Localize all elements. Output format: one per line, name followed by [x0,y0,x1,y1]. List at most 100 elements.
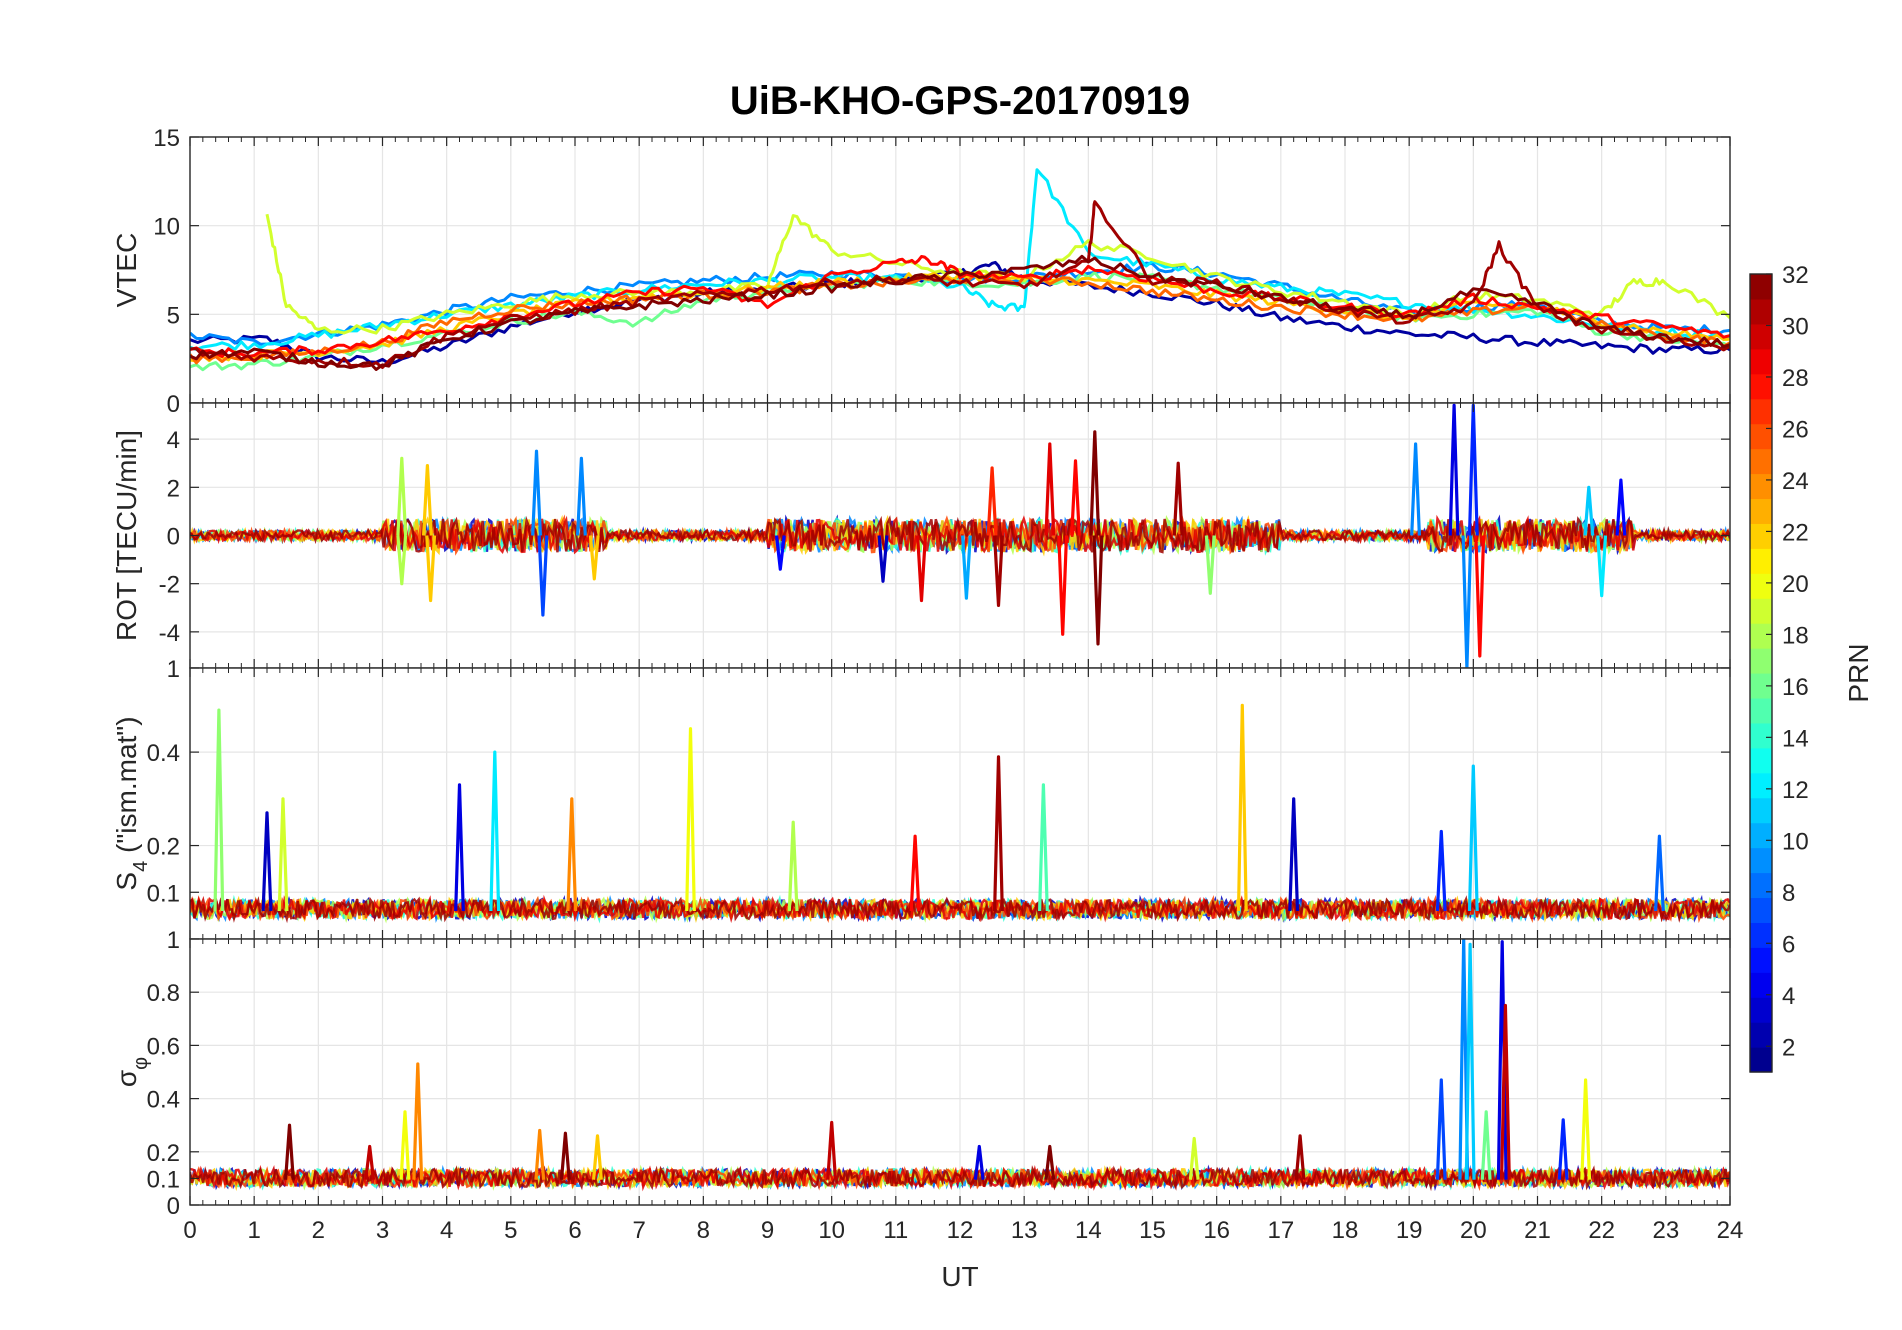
colorbar-segment [1750,673,1772,699]
x-tick-label: 7 [632,1217,645,1244]
colorbar-segment [1750,897,1772,923]
y-tick-label: 2 [167,475,180,502]
rot-spike-prn-27 [986,466,998,536]
colorbar-segment [1750,747,1772,774]
colorbar-segment [1750,847,1772,874]
vtec-y-axis-label: VTEC [111,233,142,308]
rot-spike-prn-29 [1044,442,1056,536]
x-tick-label: 24 [1717,1217,1744,1244]
colorbar-segment [1750,573,1772,599]
y-tick-label: 4 [167,427,180,454]
colorbar-segment [1750,722,1772,749]
s4-spike-prn-3 [261,811,273,912]
sigma-spike-prn-32 [1044,1144,1056,1180]
colorbar-tick-label: 6 [1782,931,1795,958]
colorbar-segment [1750,947,1772,973]
y-tick-label: -4 [159,620,180,647]
vtec-series-prn-25 [190,273,1730,365]
rot-y-axis-label: ROT [TECU/min] [111,430,142,641]
rot-spike-prn-9 [576,456,587,536]
y-tick-label: 0.6 [147,1033,180,1060]
y-tick-label: 1 [167,927,180,954]
x-tick-label: 11 [883,1217,908,1244]
x-tick-label: 17 [1267,1217,1294,1244]
sigma-y-axis-label: σφ [111,1057,152,1087]
sigma-spike-prn-30 [364,1144,376,1180]
rot-spike-prn-9 [531,449,542,536]
sigma-spike-prn-24 [534,1128,546,1180]
s4-noise-trace [190,895,1730,924]
colorbar-segment [1750,373,1772,400]
colorbar-tick-label: 28 [1782,365,1809,392]
x-tick-label: 13 [1011,1217,1038,1244]
panel-rot: -4 -2 0 2 4 ROT [TECU/min] [111,402,1731,669]
s4-y-axis-label: S4 ("ism.mat") [111,716,152,890]
s4-spike-prn-17 [213,708,225,912]
colorbar-tick-label: 4 [1782,983,1795,1010]
rot-spike-prn-10 [961,535,972,600]
y-tick-label: 0.8 [147,980,180,1007]
sigma-spike-prn-16 [1480,1110,1492,1180]
rot-spike-prn-28 [1474,535,1486,658]
y-tick-label: 0 [167,1193,180,1220]
colorbar-tick-label: 2 [1782,1034,1795,1061]
s4-spike-prn-15 [1038,783,1049,912]
sigma-spike-prn-7 [1435,1078,1447,1180]
vtec-series-prn-32 [190,254,1730,371]
colorbar-segment [1750,348,1772,375]
rot-spike-prn-28 [1057,535,1069,636]
s4-spike-prn-24 [566,797,578,912]
colorbar-tick-label: 10 [1782,828,1809,855]
rot-data [190,403,1730,668]
sigma-spike-prn-19 [1188,1136,1200,1180]
colorbar-segment [1750,648,1772,674]
colorbar-tick-label: 24 [1782,468,1809,495]
rot-noise-trace [190,514,1730,556]
rot-spike-prn-28 [1070,459,1081,536]
colorbar-segment [1750,822,1772,849]
colorbar-tick-label: 12 [1782,777,1809,804]
s4-data [190,703,1730,924]
colorbar-segment [1750,323,1772,350]
y-tick-label: 0.1 [147,880,180,907]
x-tick-label: 2 [312,1217,325,1244]
y-tick-label: 1 [167,656,180,683]
colorbar-segment [1750,972,1772,998]
sigma-spike-prn-11 [1464,942,1476,1180]
y-tick-label: 0 [167,391,180,418]
colorbar-segment [1750,997,1772,1023]
colorbar-tick-label: 32 [1782,262,1809,289]
sigma-spike-prn-30 [826,1120,838,1180]
y-tick-label: 0.4 [147,1087,180,1114]
y-tick-label: 10 [153,214,180,241]
sigma-spike-prn-31 [1294,1134,1306,1180]
x-tick-label: 22 [1588,1217,1615,1244]
s4-spike-prn-19 [277,797,289,912]
x-tick-label: 1 [247,1217,260,1244]
rot-spike-prn-32 [1089,430,1101,536]
rot-spike-prn-11 [1583,485,1595,536]
colorbar-segment [1750,498,1772,524]
panel-vtec: 0 5 10 15 VTEC [111,125,1731,418]
rot-spike-prn-7 [537,535,549,617]
rot-spike-prn-18 [396,535,408,586]
y-tick-label: 0.2 [147,1140,180,1167]
sigma-spike-prn-32 [284,1123,295,1180]
s4-spike-prn-8 [1654,834,1665,912]
rot-spike-prn-29 [916,535,927,603]
x-tick-label: 8 [697,1217,710,1244]
sigma-spike-prn-24 [412,1062,424,1180]
x-tick-label: 10 [818,1217,845,1244]
x-tick-label: 15 [1139,1217,1166,1244]
s4-spike-prn-18 [787,820,799,912]
rot-spike-prn-32 [1092,535,1104,646]
colorbar-segment [1750,548,1772,574]
sigma-noise-trace [190,1165,1730,1192]
sigma-spike-prn-20 [399,1110,411,1180]
colorbar-tick-label: 18 [1782,622,1809,649]
vtec-data [190,168,1730,372]
